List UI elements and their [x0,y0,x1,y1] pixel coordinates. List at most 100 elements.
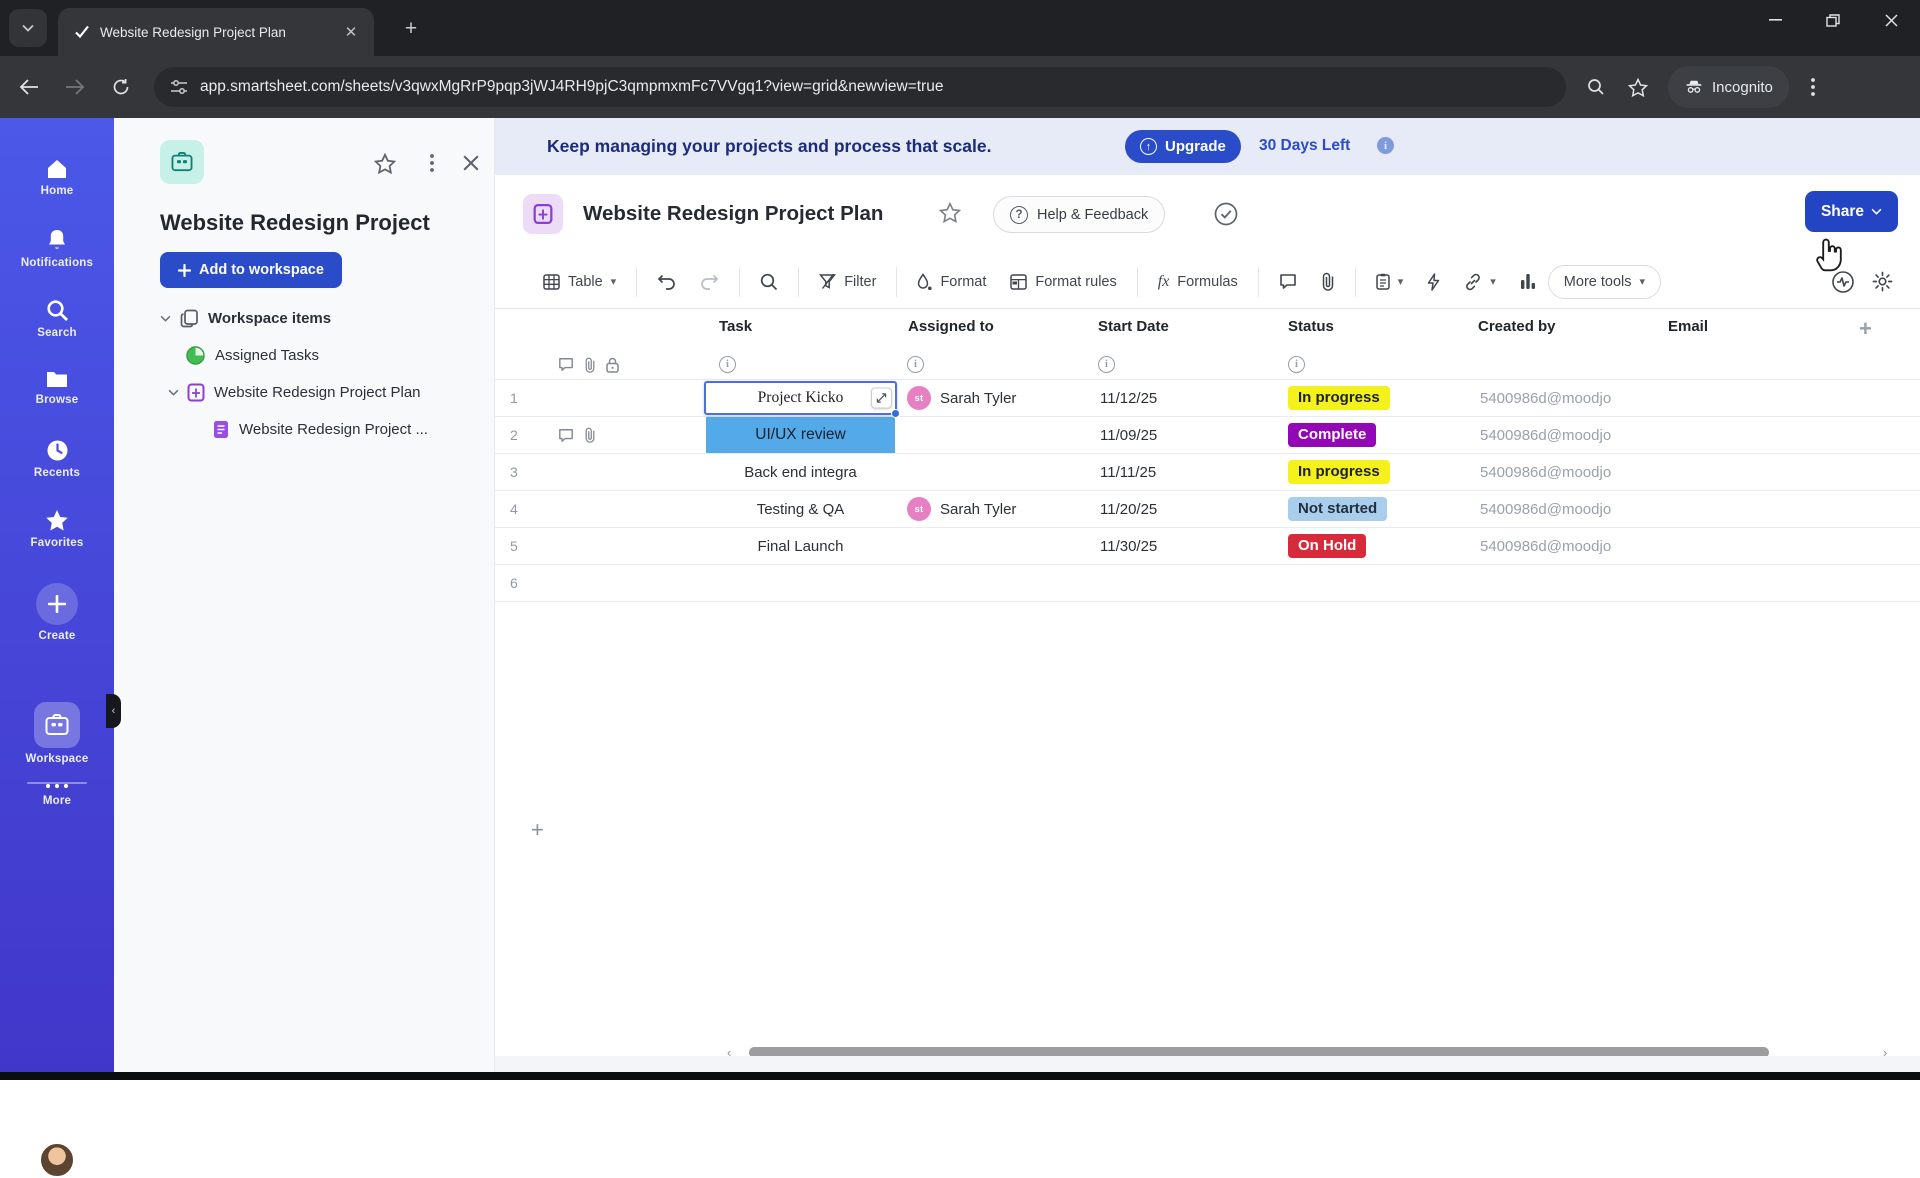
start-date-cell[interactable]: 11/20/25 [1085,491,1275,527]
browser-tab[interactable]: Website Redesign Project Plan ✕ [58,8,374,56]
panel-collapse-handle[interactable]: ‹ [106,694,121,728]
start-date-cell[interactable]: 11/11/25 [1085,454,1275,490]
column-header-status[interactable]: Status [1275,309,1465,344]
undo-button[interactable] [645,264,688,300]
paperclip-icon[interactable] [584,427,596,443]
assigned-to-cell[interactable]: st Sarah Tyler [895,491,1085,527]
connections-button[interactable]: ▾ [1452,264,1508,300]
created-by-cell[interactable]: 5400986d@moodjo [1465,491,1655,527]
email-cell[interactable] [1655,454,1845,490]
share-button[interactable]: Share [1805,191,1898,232]
task-cell[interactable]: Project Kicko [706,380,895,416]
status-cell[interactable] [1275,565,1465,601]
reload-button[interactable] [104,70,138,104]
start-date-cell[interactable]: 11/12/25 [1085,380,1275,416]
chevron-down-icon[interactable] [158,315,172,322]
status-cell[interactable]: Not started [1275,491,1465,527]
start-date-cell[interactable]: 11/30/25 [1085,528,1275,564]
gear-icon[interactable] [1871,270,1894,293]
expand-cell-icon[interactable] [871,388,892,409]
comments-button[interactable] [1267,264,1309,300]
close-panel-icon[interactable] [458,150,484,176]
email-cell[interactable] [1655,528,1845,564]
created-by-cell[interactable]: 5400986d@moodjo [1465,454,1655,490]
tree-item-form[interactable]: Website Redesign Project ... [114,411,495,448]
trial-days-left[interactable]: 30 Days Left [1259,137,1350,155]
favorite-star-icon[interactable] [372,150,398,176]
help-button[interactable]: ? [41,1096,71,1126]
back-button[interactable] [12,70,46,104]
start-date-cell[interactable] [1085,565,1275,601]
add-row-button[interactable]: + [531,817,544,843]
address-input[interactable]: app.smartsheet.com/sheets/v3qwxMgRrP9pqp… [154,67,1566,107]
upgrade-button[interactable]: ↑ Upgrade [1125,130,1241,163]
assigned-to-cell[interactable] [895,417,1085,453]
favorite-star-icon[interactable] [939,202,961,223]
status-cell[interactable]: In progress [1275,380,1465,416]
comment-icon[interactable] [558,428,574,443]
fill-handle[interactable] [891,409,900,418]
created-by-cell[interactable]: 5400986d@moodjo [1465,380,1655,416]
formulas-button[interactable]: fx Formulas [1146,264,1250,300]
tree-item-assigned-tasks[interactable]: Assigned Tasks [114,337,495,374]
format-button[interactable]: Format [905,264,998,300]
automation-button[interactable] [1415,264,1452,300]
task-cell[interactable]: Final Launch [706,528,895,564]
task-cell[interactable]: Back end integra [706,454,895,490]
chevron-down-icon[interactable] [166,389,180,396]
status-cell[interactable]: On Hold [1275,528,1465,564]
row-number[interactable]: 5 [495,528,542,564]
tab-search-button[interactable] [9,9,47,47]
restore-button[interactable] [1804,0,1862,40]
task-cell[interactable]: Testing & QA [706,491,895,527]
created-by-cell[interactable]: 5400986d@moodjo [1465,528,1655,564]
row-number[interactable]: 3 [495,454,542,490]
view-switcher-button[interactable]: Table ▾ [531,264,628,300]
info-icon[interactable]: i [719,356,736,373]
selected-cell[interactable]: UI/UX review [706,417,895,453]
charts-button[interactable] [1508,264,1548,300]
row-number[interactable]: 1 [495,380,542,416]
sidebar-item-search[interactable]: Search [0,299,114,339]
sidebar-item-recents[interactable]: Recents [0,439,114,479]
assigned-to-cell[interactable]: st Sarah Tyler [895,380,1085,416]
add-to-workspace-button[interactable]: Add to workspace [160,252,342,288]
bookmark-star-icon[interactable] [1620,69,1656,105]
info-icon[interactable]: i [907,356,924,373]
column-header-created-by[interactable]: Created by [1465,309,1655,344]
format-rules-button[interactable]: Format rules [998,264,1128,300]
sidebar-item-more[interactable]: More [0,782,114,807]
assigned-to-cell[interactable] [895,565,1085,601]
activity-icon[interactable] [1831,270,1855,294]
assigned-to-cell[interactable] [895,454,1085,490]
status-cell[interactable]: In progress [1275,454,1465,490]
start-date-cell[interactable]: 11/09/25 [1085,417,1275,453]
add-column-button[interactable]: + [1859,316,1872,344]
assigned-to-cell[interactable] [895,528,1085,564]
attachments-button[interactable] [1309,264,1347,300]
more-tools-button[interactable]: More tools ▾ [1548,265,1661,299]
email-cell[interactable] [1655,491,1845,527]
created-by-cell[interactable] [1465,565,1655,601]
sidebar-item-home[interactable]: Home [0,158,114,197]
search-sheet-button[interactable] [748,264,790,300]
user-avatar[interactable] [39,1142,75,1178]
row-number[interactable]: 2 [495,417,542,453]
row-number[interactable]: 4 [495,491,542,527]
browser-menu-icon[interactable] [1795,69,1831,105]
sidebar-item-create[interactable]: Create [0,583,114,642]
close-window-button[interactable] [1862,0,1920,40]
sidebar-item-favorites[interactable]: Favorites [0,509,114,549]
email-cell[interactable] [1655,565,1845,601]
column-header-start-date[interactable]: Start Date [1085,309,1275,344]
redo-button[interactable] [688,264,731,300]
column-header-task[interactable]: Task [706,309,895,344]
help-feedback-button[interactable]: ? Help & Feedback [993,196,1165,233]
task-cell[interactable] [706,565,895,601]
sidebar-item-workspace[interactable]: Workspace [0,702,114,765]
sidebar-item-notifications[interactable]: Notifications [0,228,114,269]
filter-button[interactable]: Filter [807,264,888,300]
info-icon[interactable]: i [1098,356,1115,373]
created-by-cell[interactable]: 5400986d@moodjo [1465,417,1655,453]
tree-item-sheet-selected[interactable]: Website Redesign Project Plan [114,374,495,411]
